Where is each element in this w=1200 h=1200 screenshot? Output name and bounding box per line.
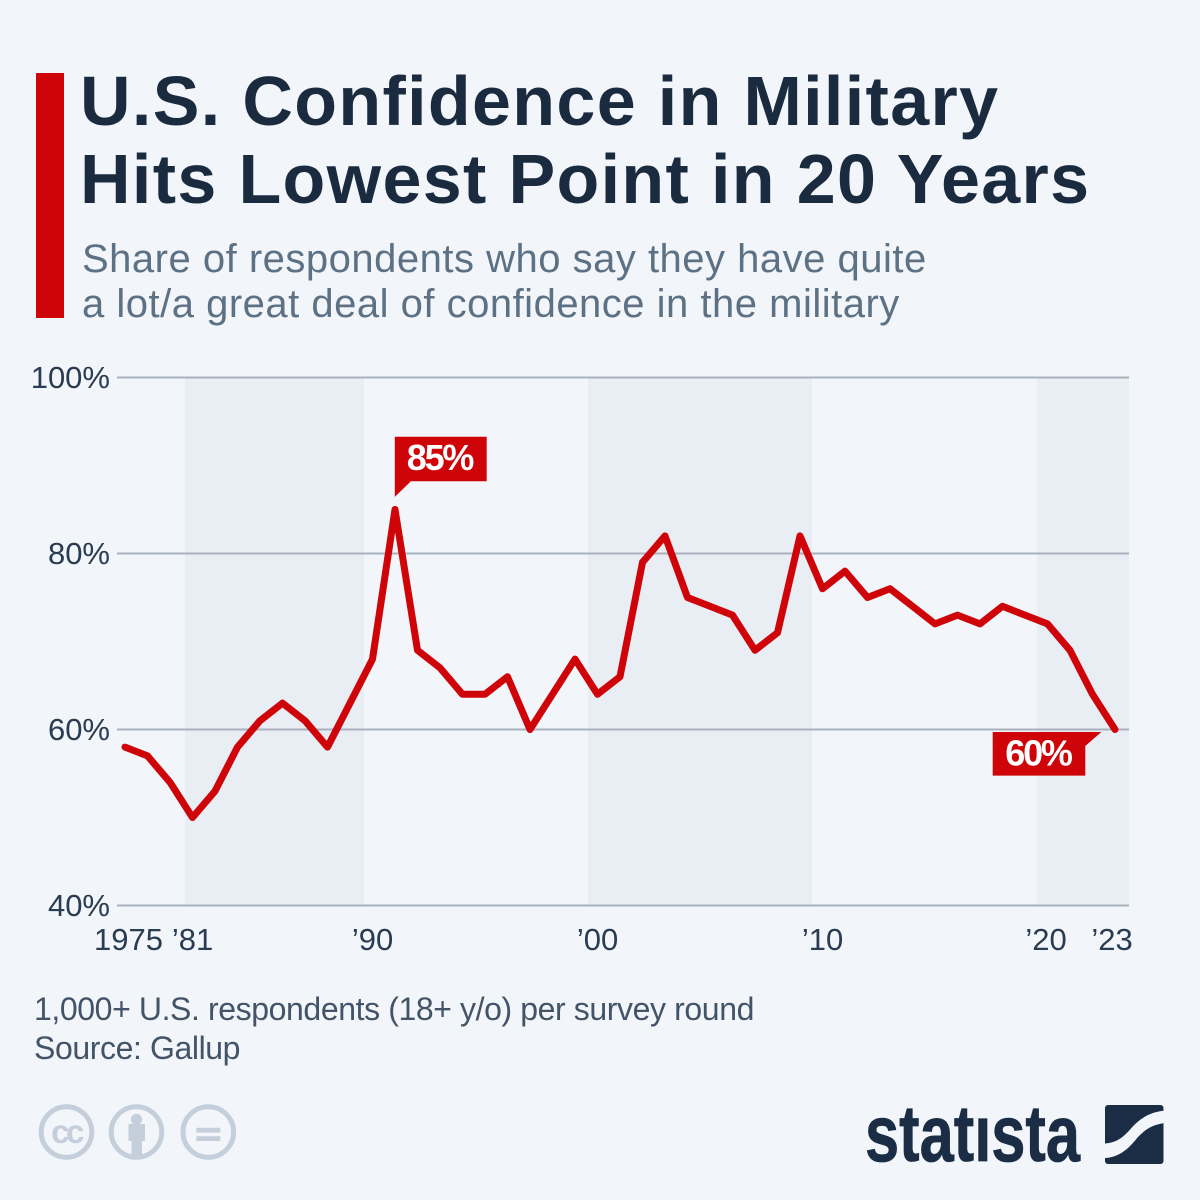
svg-text:’23: ’23 xyxy=(1091,922,1132,957)
svg-text:’00: ’00 xyxy=(577,922,618,957)
svg-text:60%: 60% xyxy=(1005,733,1073,774)
svg-text:80%: 80% xyxy=(48,536,110,571)
svg-text:60%: 60% xyxy=(48,712,110,747)
svg-text:’90: ’90 xyxy=(352,922,393,957)
svg-text:85%: 85% xyxy=(407,437,475,478)
svg-text:’20: ’20 xyxy=(1025,922,1066,957)
svg-text:100%: 100% xyxy=(31,360,110,395)
svg-text:’81: ’81 xyxy=(172,922,213,957)
svg-text:’10: ’10 xyxy=(802,922,843,957)
svg-text:1975: 1975 xyxy=(94,922,163,957)
svg-text:40%: 40% xyxy=(48,888,110,923)
svg-text:statısta: statısta xyxy=(865,1096,1080,1172)
svg-text:cc: cc xyxy=(51,1113,84,1150)
